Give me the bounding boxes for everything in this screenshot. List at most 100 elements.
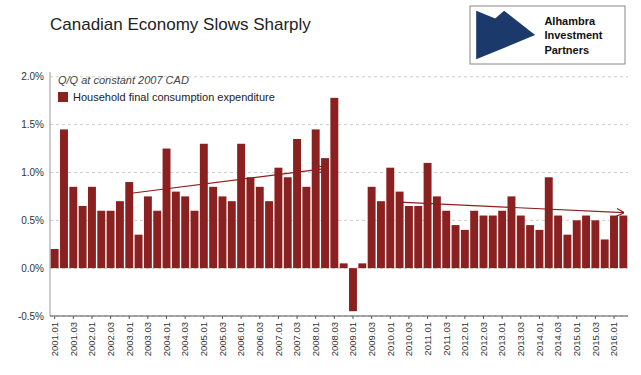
bar [470,211,478,268]
bar [256,187,264,268]
x-tick [352,316,353,319]
plot-area [51,98,628,311]
bar [274,168,282,268]
x-tick-label: 2012.01 [459,322,470,356]
x-tick-label: 2012.03 [478,322,489,356]
x-tick [502,316,503,319]
y-tick-label: 0.5% [21,215,44,226]
bar [414,206,422,268]
bar [349,268,357,311]
x-tick-label: 2010.03 [403,322,414,356]
x-tick [278,316,279,319]
bar [284,177,292,268]
x-tick-label: 2007.03 [291,322,302,356]
x-tick [185,316,186,319]
bar [228,201,236,268]
bar [461,230,469,268]
x-tick-label: 2009.03 [366,322,377,356]
bar [517,216,525,269]
bar [163,149,171,269]
x-tick [539,316,540,319]
trend-arrow [400,202,624,213]
x-tick-label: 2011.01 [422,322,433,356]
logo-shape [476,11,535,35]
bar [321,158,329,268]
x-tick [614,316,615,319]
bar [601,239,609,268]
bar [135,235,143,268]
x-tick [520,316,521,319]
x-tick [259,316,260,319]
bar [116,201,124,268]
bar [358,263,366,268]
logo-box [470,6,625,64]
x-axis-line [50,316,628,317]
bar [51,249,59,268]
bar [312,129,320,268]
x-tick-label: 2004.03 [179,322,190,356]
bar [246,177,254,268]
bar [480,216,488,269]
x-tick-label: 2015.03 [590,322,601,356]
x-tick-label: 2013.03 [515,322,526,356]
bar [97,211,105,268]
x-tick [110,316,111,319]
bar [125,182,133,268]
logo-text: Investment [544,29,602,41]
bar [144,196,152,268]
bar [181,196,189,268]
x-tick-label: 2001.03 [68,322,79,356]
grid-line [50,316,628,317]
bar [582,216,590,269]
x-tick [464,316,465,319]
y-tick-label: 2.0% [21,71,44,82]
x-tick [73,316,74,319]
x-tick-label: 2002.03 [105,322,116,356]
y-tick-label: 1.5% [21,119,44,130]
y-tick-label: 1.0% [21,167,44,178]
x-tick [427,316,428,319]
x-tick [91,316,92,319]
x-tick [408,316,409,319]
bar [60,129,68,268]
legend: Household final consumption expenditure [58,91,275,103]
x-tick-label: 2011.03 [441,322,452,356]
x-tick-label: 2013.01 [496,322,507,356]
y-tick-label: -0.5% [18,311,44,322]
x-tick [315,316,316,319]
bar [368,187,376,268]
grid-line [50,124,628,125]
bar [573,220,581,268]
bar [386,168,394,268]
x-tick-label: 2014.03 [552,322,563,356]
bar [237,144,245,268]
trend-arrow [129,169,325,194]
bar [340,263,348,268]
legend-label: Household final consumption expenditure [73,91,275,103]
x-tick-label: 2003.01 [124,322,135,356]
x-tick-label: 2002.01 [86,322,97,356]
x-tick-label: 2008.03 [329,322,340,356]
x-tick-label: 2006.03 [254,322,265,356]
bar [107,211,115,268]
x-tick-label: 2006.01 [235,322,246,356]
x-tick-label: 2014.01 [534,322,545,356]
x-tick-label: 2005.01 [198,322,209,356]
x-tick [576,316,577,319]
bar [442,211,450,268]
x-tick [241,316,242,319]
x-tick-label: 2009.01 [347,322,358,356]
logo-text: Alhambra [544,15,596,27]
bar [554,216,562,269]
grid-line [50,172,628,173]
x-tick [558,316,559,319]
x-tick [595,316,596,319]
x-tick-label: 2001.01 [49,322,60,356]
x-tick [54,316,55,319]
x-tick [147,316,148,319]
x-tick [297,316,298,319]
x-tick [390,316,391,319]
bar [610,216,618,269]
bar [563,235,571,268]
x-tick-label: 2005.03 [217,322,228,356]
